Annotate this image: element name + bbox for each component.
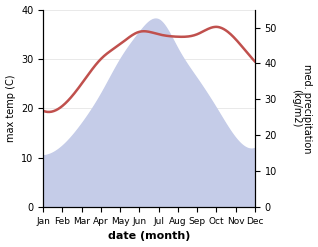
X-axis label: date (month): date (month) (108, 231, 190, 242)
Y-axis label: med. precipitation
(kg/m2): med. precipitation (kg/m2) (291, 64, 313, 153)
Y-axis label: max temp (C): max temp (C) (5, 75, 16, 142)
